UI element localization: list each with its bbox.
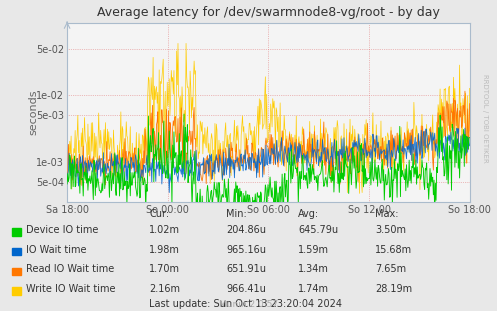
- Text: Last update: Sun Oct 13 23:20:04 2024: Last update: Sun Oct 13 23:20:04 2024: [149, 299, 342, 309]
- Text: Device IO time: Device IO time: [26, 225, 99, 235]
- Text: 2.16m: 2.16m: [149, 284, 180, 294]
- Text: Munin 2.0.57: Munin 2.0.57: [219, 300, 278, 309]
- Text: Avg:: Avg:: [298, 209, 320, 219]
- Text: Max:: Max:: [375, 209, 399, 219]
- Text: 7.65m: 7.65m: [375, 264, 407, 274]
- Text: 15.68m: 15.68m: [375, 245, 413, 255]
- Text: Cur:: Cur:: [149, 209, 169, 219]
- Text: Write IO Wait time: Write IO Wait time: [26, 284, 116, 294]
- Text: 966.41u: 966.41u: [226, 284, 266, 294]
- Text: Read IO Wait time: Read IO Wait time: [26, 264, 115, 274]
- Text: 965.16u: 965.16u: [226, 245, 266, 255]
- Y-axis label: seconds: seconds: [28, 90, 38, 136]
- Text: 1.74m: 1.74m: [298, 284, 329, 294]
- Text: 1.02m: 1.02m: [149, 225, 180, 235]
- Text: 3.50m: 3.50m: [375, 225, 406, 235]
- Text: 1.59m: 1.59m: [298, 245, 329, 255]
- Text: 1.70m: 1.70m: [149, 264, 180, 274]
- Text: Min:: Min:: [226, 209, 247, 219]
- Text: 1.98m: 1.98m: [149, 245, 180, 255]
- Text: RRDTOOL / TOBI OETIKER: RRDTOOL / TOBI OETIKER: [482, 74, 488, 163]
- Title: Average latency for /dev/swarmnode8-vg/root - by day: Average latency for /dev/swarmnode8-vg/r…: [97, 7, 440, 19]
- Text: 645.79u: 645.79u: [298, 225, 338, 235]
- Text: 28.19m: 28.19m: [375, 284, 413, 294]
- Text: 651.91u: 651.91u: [226, 264, 266, 274]
- Text: IO Wait time: IO Wait time: [26, 245, 87, 255]
- Text: 1.34m: 1.34m: [298, 264, 329, 274]
- Text: 204.86u: 204.86u: [226, 225, 266, 235]
